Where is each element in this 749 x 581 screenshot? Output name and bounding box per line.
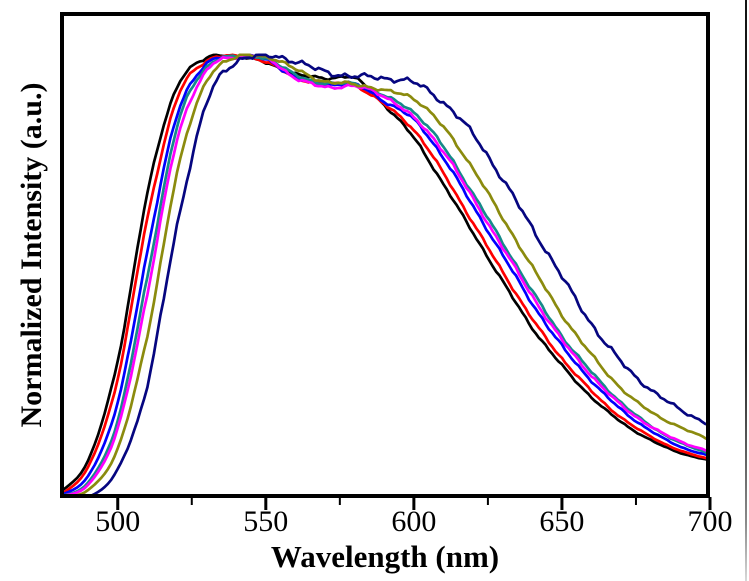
series-curve-5-magenta bbox=[60, 53, 710, 498]
plot-frame bbox=[60, 12, 710, 498]
series-curve-7-navy bbox=[60, 53, 710, 498]
series-curve-2-red bbox=[60, 53, 710, 497]
y-axis-title: Normalized Intensity (a.u.) bbox=[15, 82, 48, 428]
series-curve-6-darkyellow bbox=[60, 53, 710, 498]
x-tick-label: 600 bbox=[391, 505, 437, 538]
series-curve-4-darkcyan bbox=[60, 53, 710, 498]
series-curve-1-black bbox=[60, 53, 710, 495]
x-tick-label: 700 bbox=[687, 505, 733, 538]
x-axis-title: Wavelength (nm) bbox=[270, 539, 500, 574]
x-tick-label: 500 bbox=[95, 505, 141, 538]
x-tick-label: 650 bbox=[539, 505, 585, 538]
x-tick-label: 550 bbox=[243, 505, 289, 538]
series-curve-3-blue bbox=[60, 53, 710, 497]
page-edge-line bbox=[745, 0, 747, 581]
